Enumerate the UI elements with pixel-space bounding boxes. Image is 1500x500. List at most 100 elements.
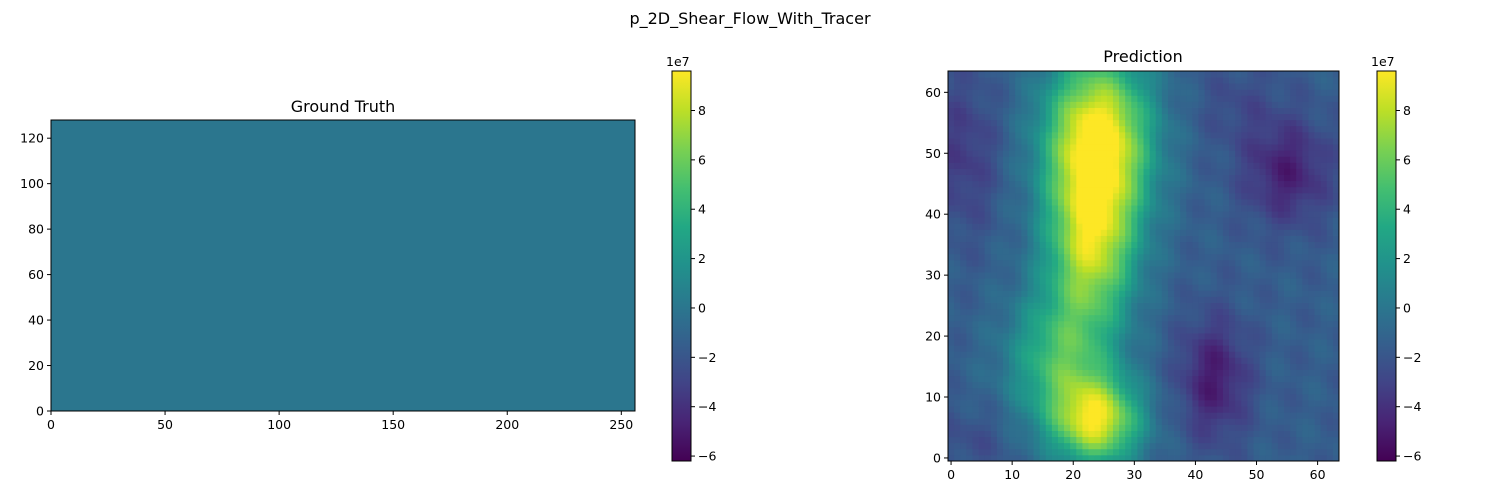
heatmap-cell <box>1002 314 1010 322</box>
heatmap-cell <box>1015 375 1022 383</box>
heatmap-cell <box>1235 198 1242 206</box>
heatmap-cell <box>1235 345 1242 352</box>
heatmap-cell <box>1039 186 1047 194</box>
heatmap-cell <box>1180 272 1187 279</box>
heatmap-cell <box>1137 418 1144 425</box>
heatmap-cell <box>1088 314 1096 322</box>
heatmap-cell <box>1161 223 1169 230</box>
heatmap-cell <box>1241 436 1248 444</box>
heatmap-cell <box>1216 235 1224 243</box>
heatmap-cell <box>1296 339 1303 346</box>
heatmap-cell <box>1131 406 1138 413</box>
heatmap-cell <box>1186 302 1193 310</box>
heatmap-cell <box>1229 180 1236 188</box>
heatmap-cell <box>948 454 955 462</box>
heatmap-cell <box>1308 253 1315 261</box>
heatmap-cell <box>1174 448 1181 456</box>
heatmap-cell <box>1100 290 1108 297</box>
heatmap-cell <box>984 259 992 267</box>
heatmap-cell <box>1192 138 1199 145</box>
heatmap-cell <box>966 241 973 249</box>
heatmap-cell <box>1051 436 1059 444</box>
heatmap-cell <box>1302 272 1309 279</box>
heatmap-cell <box>1320 131 1328 139</box>
heatmap-cell <box>1332 393 1340 401</box>
heatmap-cell <box>1174 436 1181 444</box>
heatmap-cell <box>1125 168 1132 175</box>
heatmap-cell <box>1253 418 1260 425</box>
heatmap-cell <box>1271 454 1279 462</box>
heatmap-cell <box>1174 363 1181 370</box>
heatmap-cell <box>972 430 979 438</box>
heatmap-cell <box>1229 241 1236 249</box>
heatmap-cell <box>1277 284 1285 291</box>
heatmap-cell <box>1314 320 1322 328</box>
heatmap-cell <box>1076 424 1083 431</box>
heatmap-cell <box>1149 253 1157 261</box>
heatmap-cell <box>1051 387 1059 395</box>
heatmap-cell <box>1216 375 1224 383</box>
heatmap-cell <box>1174 284 1181 291</box>
heatmap-cell <box>1180 448 1187 456</box>
heatmap-cell <box>1314 253 1322 261</box>
heatmap-cell <box>1039 278 1047 285</box>
heatmap-cell <box>1314 424 1322 431</box>
heatmap-cell <box>978 205 986 212</box>
heatmap-cell <box>1149 290 1157 297</box>
heatmap-cell <box>1302 131 1309 139</box>
heatmap-cell <box>1198 272 1205 279</box>
heatmap-cell <box>1143 393 1151 401</box>
heatmap-cell <box>1161 326 1169 334</box>
heatmap-cell <box>1198 156 1205 163</box>
heatmap-cell <box>1302 119 1309 127</box>
heatmap-cell <box>1039 211 1047 218</box>
heatmap-cell <box>1070 180 1077 188</box>
heatmap-cell <box>1210 345 1218 352</box>
heatmap-cell <box>1167 363 1175 370</box>
heatmap-cell <box>1082 138 1089 145</box>
heatmap-cell <box>960 247 967 255</box>
heatmap-cell <box>1131 418 1138 425</box>
heatmap-cell <box>1320 156 1328 163</box>
heatmap-cell <box>1094 326 1102 334</box>
heatmap-cell <box>1314 357 1322 364</box>
heatmap-cell <box>1216 217 1224 224</box>
heatmap-cell <box>1112 168 1120 175</box>
heatmap-cell <box>1253 314 1260 322</box>
heatmap-cell <box>990 320 998 328</box>
heatmap-cell <box>1174 412 1181 419</box>
heatmap-cell <box>1039 259 1047 267</box>
heatmap-cell <box>972 107 979 115</box>
heatmap-cell <box>1112 113 1120 121</box>
heatmap-cell <box>1210 192 1218 200</box>
heatmap-cell <box>1119 180 1126 188</box>
heatmap-cell <box>1302 436 1309 444</box>
heatmap-cell <box>1088 339 1096 346</box>
heatmap-cell <box>1204 406 1212 413</box>
heatmap-cell <box>1155 308 1163 316</box>
heatmap-cell <box>960 101 967 108</box>
heatmap-cell <box>1253 278 1260 285</box>
heatmap-cell <box>1143 217 1151 224</box>
heatmap-cell <box>996 113 1004 121</box>
heatmap-cell <box>1100 266 1108 273</box>
heatmap-cell <box>1076 448 1083 456</box>
heatmap-cell <box>1076 131 1083 139</box>
heatmap-cell <box>1284 381 1291 389</box>
heatmap-cell <box>1100 205 1108 212</box>
heatmap-cell <box>1161 278 1169 285</box>
heatmap-cell <box>1021 424 1028 431</box>
heatmap-cell <box>1229 454 1236 462</box>
heatmap-cell <box>1265 308 1273 316</box>
heatmap-cell <box>1186 333 1193 340</box>
heatmap-cell <box>984 144 992 151</box>
heatmap-cell <box>1002 454 1010 462</box>
heatmap-cell <box>948 400 955 407</box>
heatmap-cell <box>1137 168 1144 175</box>
heatmap-cell <box>1320 412 1328 419</box>
heatmap-cell <box>948 150 955 157</box>
heatmap-cell <box>1326 241 1334 249</box>
heatmap-cell <box>1106 369 1114 377</box>
heatmap-cell <box>1216 266 1224 273</box>
heatmap-cell <box>1284 150 1291 157</box>
